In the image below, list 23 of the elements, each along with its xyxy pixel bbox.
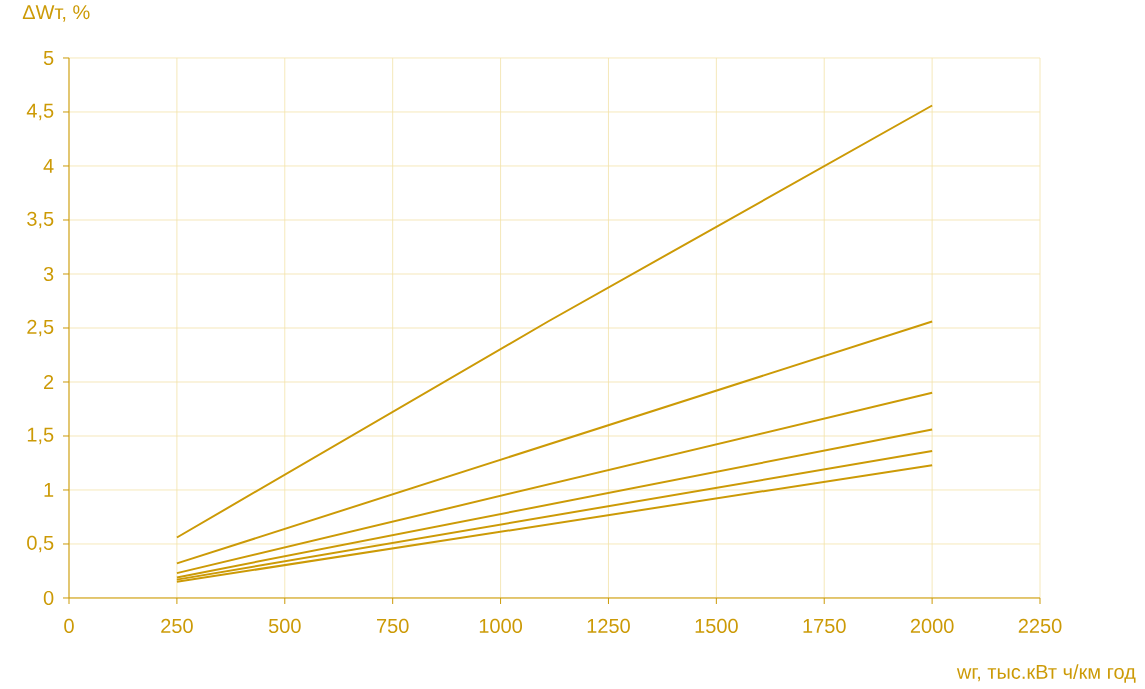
- x-tick-label: 250: [161, 618, 193, 634]
- y-tick-label: 4,5: [26, 103, 54, 121]
- y-tick-label: 1: [44, 483, 54, 497]
- x-tick-label: 1250: [587, 618, 630, 634]
- y-tick-label: 5: [43, 51, 54, 65]
- x-tick-label: 2000: [910, 618, 954, 634]
- y-tick-label: 3: [43, 266, 54, 282]
- x-tick-label: 2250: [1018, 618, 1062, 634]
- x-tick-label: 0: [64, 618, 74, 634]
- x-tick-label: 1000: [479, 618, 523, 634]
- y-tick-label: 2,5: [27, 319, 54, 337]
- y-tick-label: 3,5: [27, 211, 54, 229]
- x-tick-label: 500: [268, 618, 301, 634]
- x-tick-label: 1500: [695, 618, 738, 634]
- x-tick-label: 750: [377, 618, 409, 634]
- x-tick-label: 1750: [803, 618, 846, 634]
- y-tick-label: 0,5: [27, 535, 54, 553]
- y-tick-label: 4: [43, 159, 54, 173]
- y-axis-title: ΔWт, %: [22, 5, 90, 22]
- y-tick-label: 2: [44, 375, 54, 389]
- y-tick-label: 0: [43, 590, 54, 606]
- x-axis-title: wг, тыс.кВт ч/км год: [956, 664, 1136, 683]
- y-tick-label: 1,5: [27, 427, 54, 445]
